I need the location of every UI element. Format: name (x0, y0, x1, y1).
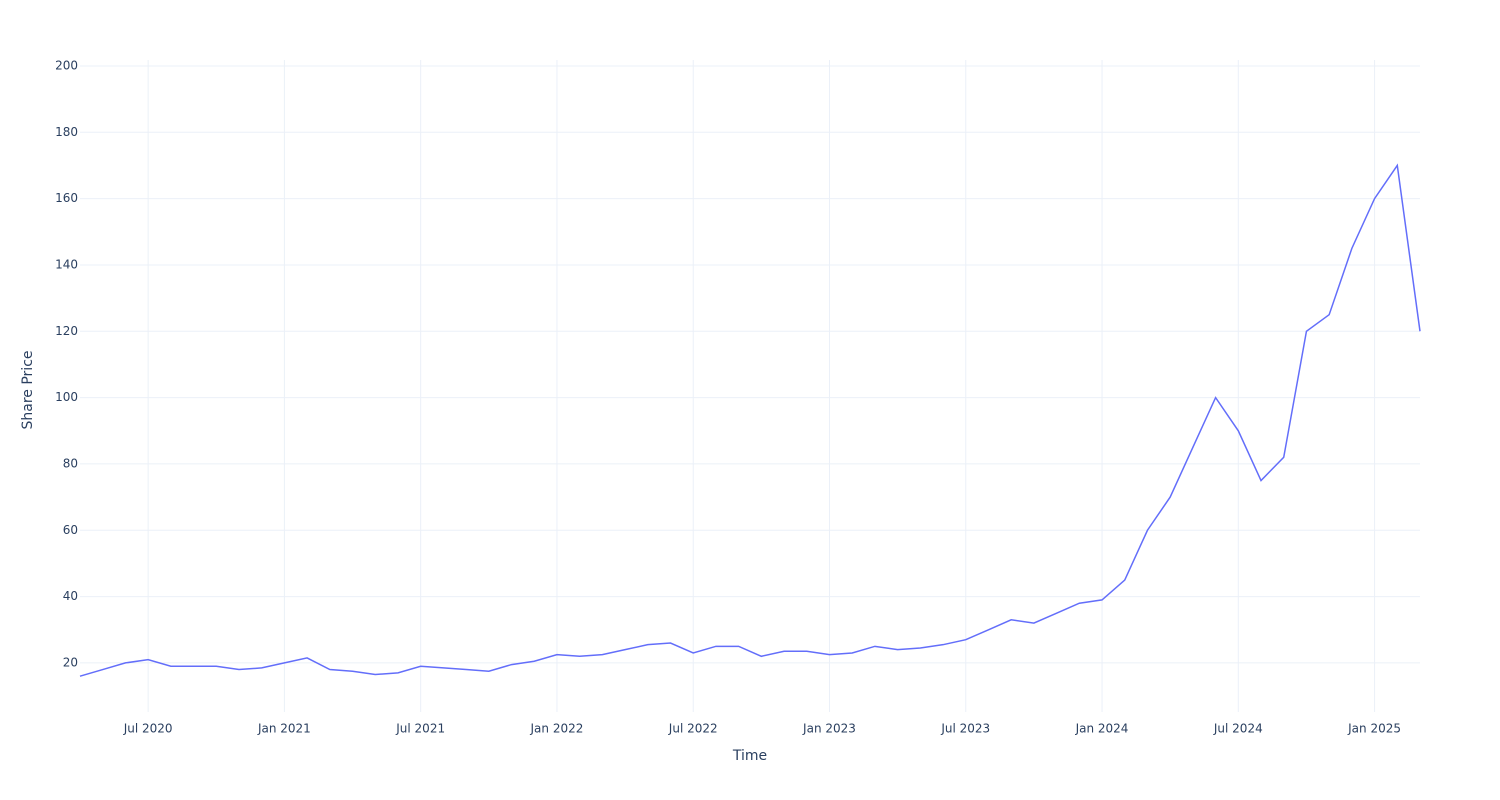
y-tick-label: 120 (55, 324, 78, 338)
y-tick-label: 80 (63, 456, 78, 470)
x-tick-label: Jan 2021 (257, 722, 311, 736)
line-series (79, 163, 1421, 677)
x-tick-label: Jul 2021 (395, 722, 445, 736)
y-axis-title: Share Price (20, 350, 36, 429)
x-tick-label: Jul 2022 (668, 722, 718, 736)
x-tick-label: Jul 2020 (123, 722, 173, 736)
x-tick-label: Jan 2023 (802, 722, 856, 736)
y-tick-label: 200 (55, 58, 78, 72)
x-tick-label: Jul 2024 (1213, 722, 1263, 736)
y-tick-label: 40 (63, 589, 78, 603)
x-axis-title: Time (732, 748, 767, 764)
x-tick-label: Jul 2023 (940, 722, 990, 736)
x-tick-label: Jan 2024 (1075, 722, 1129, 736)
y-tick-label: 100 (55, 390, 78, 404)
y-tick-label: 140 (55, 257, 78, 271)
y-tick-label: 160 (55, 191, 78, 205)
x-tick-label: Jan 2022 (530, 722, 584, 736)
y-tick-label: 20 (63, 655, 78, 669)
y-tick-label: 180 (55, 125, 78, 139)
x-tick-label: Jan 2025 (1347, 722, 1401, 736)
y-tick-label: 60 (63, 523, 78, 537)
